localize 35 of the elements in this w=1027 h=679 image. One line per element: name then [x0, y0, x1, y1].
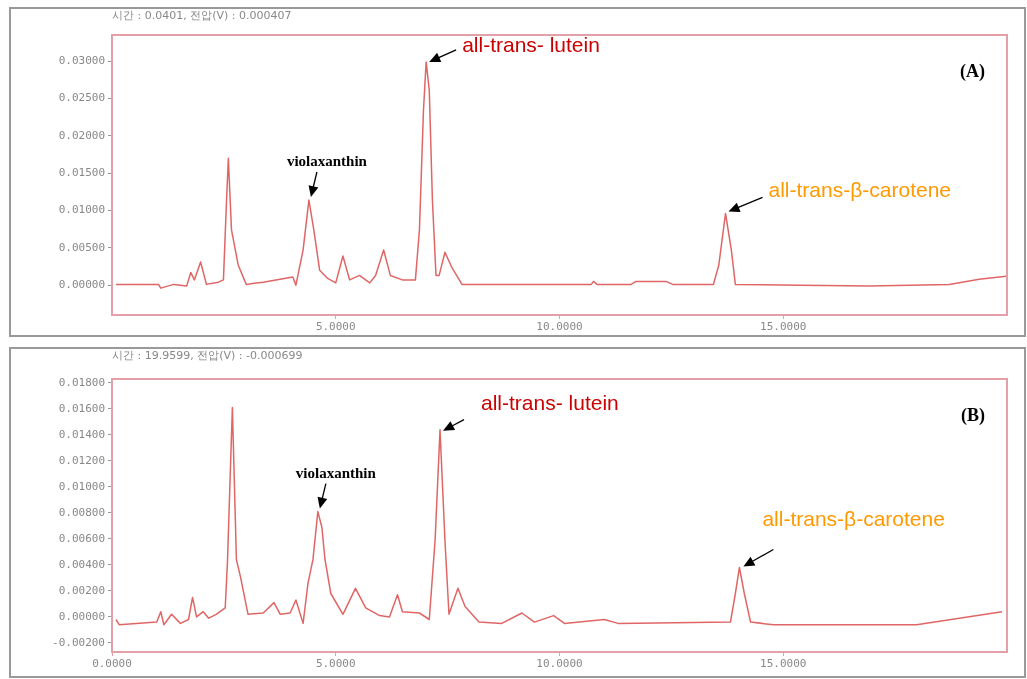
annotation: all-trans-β-carotene: [762, 506, 945, 530]
y-tick-label: 0.02000: [58, 128, 105, 142]
y-tick-label: 0.01600: [58, 401, 105, 415]
annotation: (A): [960, 60, 985, 82]
y-tick-label: 0.01500: [58, 165, 105, 179]
y-tick-label: 0.01000: [58, 479, 105, 493]
y-tick-label: 0.00800: [58, 505, 105, 519]
x-tick-label: 5.0000: [315, 320, 356, 334]
y-tick-label: 0.00600: [58, 531, 105, 545]
y-tick-label: 0.01800: [58, 375, 105, 389]
y-tick-label: 0.01400: [58, 427, 105, 441]
chart-subtitle: 시간 : 19.9599, 전압(V) : -0.000699: [112, 348, 303, 362]
x-tick-label: 0.0000: [92, 657, 132, 671]
y-tick-label: 0.03000: [58, 53, 105, 67]
annotation: all-trans- lutein: [481, 391, 619, 414]
y-tick-label: 0.02500: [58, 91, 105, 105]
x-tick-label: 5.0000: [315, 657, 356, 671]
y-tick-label: 0.00200: [58, 583, 105, 597]
annotation: all-trans-β-carotene: [768, 177, 952, 201]
chart-subtitle: 시간 : 0.0401, 전압(V) : 0.000407: [112, 8, 292, 22]
annotation: violaxanthin: [295, 464, 377, 481]
annotation: violaxanthin: [286, 153, 368, 170]
y-tick-label: 0.00000: [58, 277, 105, 291]
x-tick-label: 15.0000: [760, 657, 807, 671]
x-tick-label: 10.0000: [536, 657, 583, 671]
annotation: all-trans- lutein: [462, 33, 600, 57]
y-tick-label: 0.01000: [58, 203, 105, 217]
x-tick-label: 10.0000: [536, 320, 583, 334]
y-tick-label: 0.00400: [58, 557, 105, 571]
annotation: (B): [961, 404, 985, 426]
y-tick-label: -0.00200: [52, 635, 105, 649]
x-tick-label: 15.0000: [760, 320, 807, 334]
y-tick-label: 0.00500: [58, 240, 105, 254]
y-tick-label: 0.00000: [58, 609, 105, 623]
y-tick-label: 0.01200: [58, 453, 105, 467]
